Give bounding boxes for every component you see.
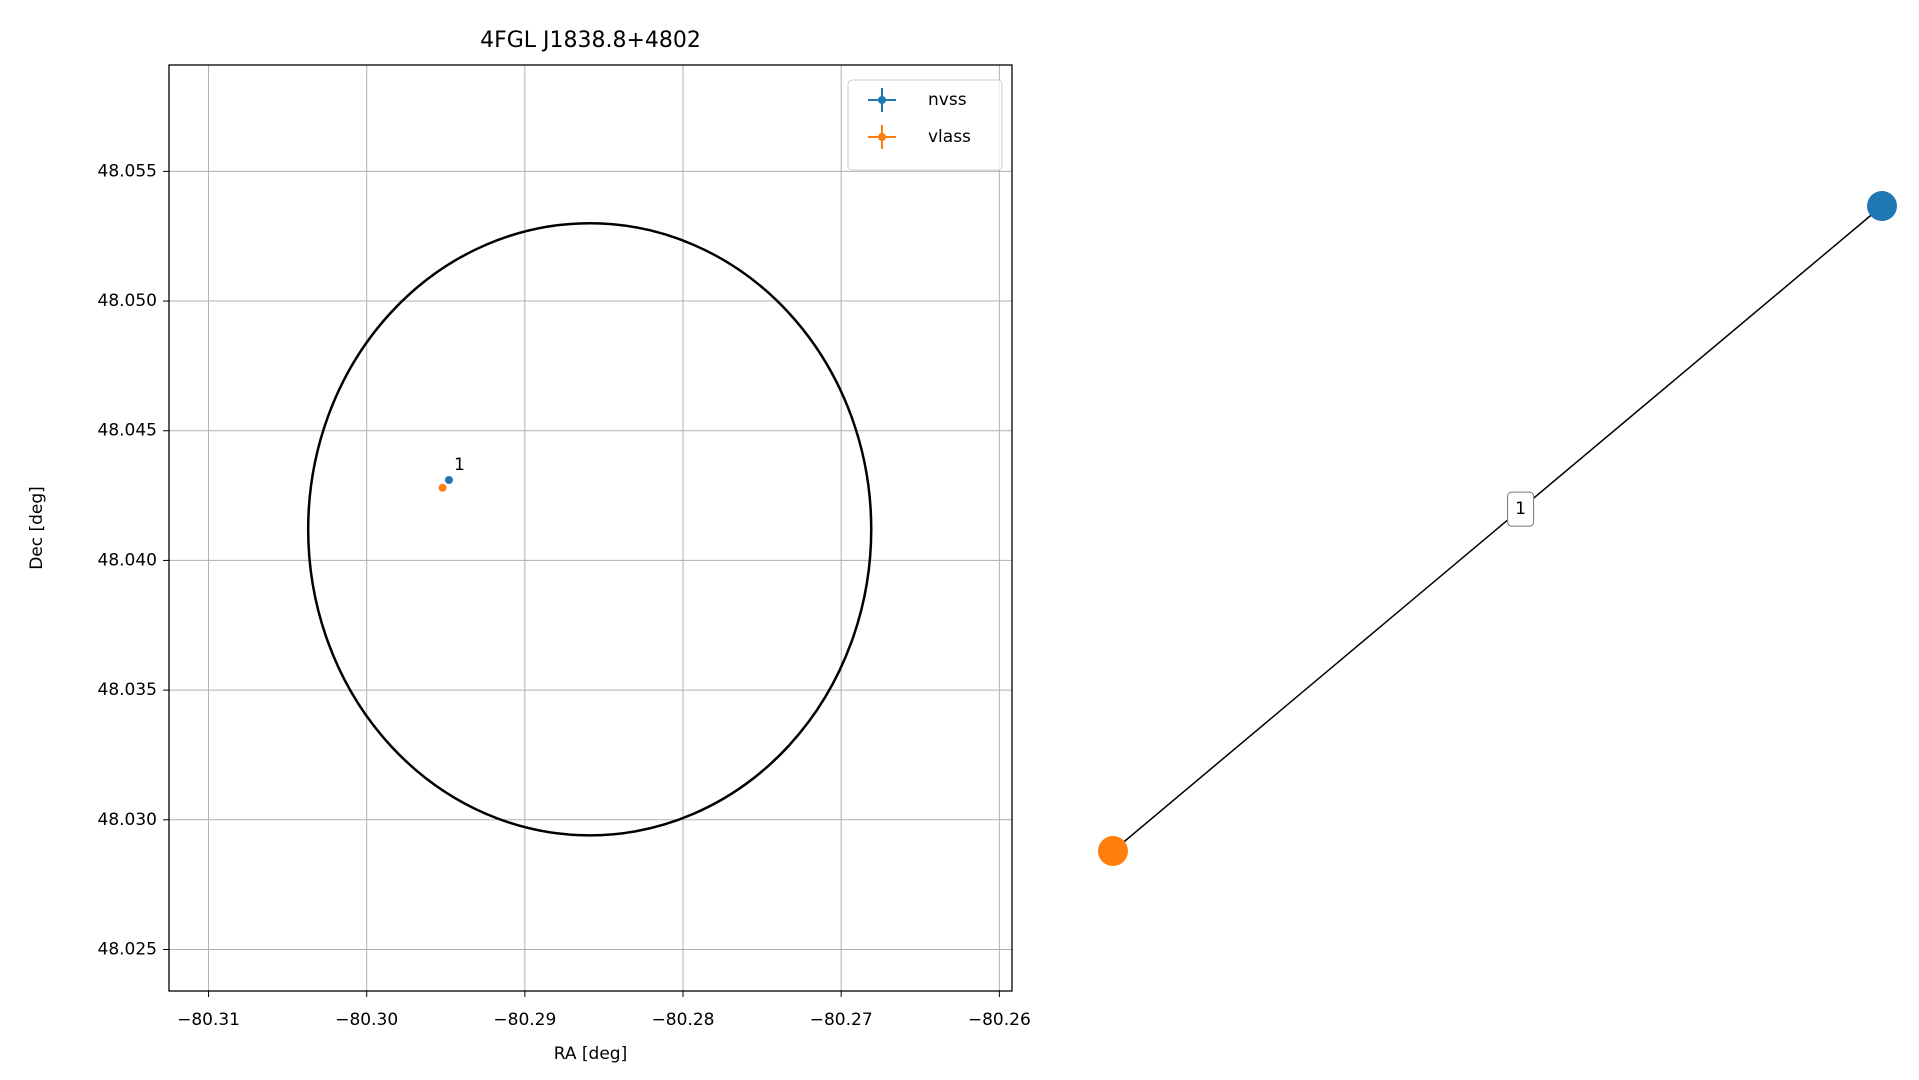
y-tick-label: 48.050	[98, 291, 157, 311]
legend-label: nvss	[928, 90, 967, 110]
x-axis-label: RA [deg]	[554, 1044, 627, 1064]
x-tick-label: −80.31	[177, 1010, 240, 1030]
y-tick-label: 48.055	[98, 161, 157, 181]
data-point	[438, 483, 447, 492]
y-tick-label: 48.030	[98, 810, 157, 830]
legend: nvss vlass	[847, 79, 1003, 171]
graph-node	[1867, 191, 1897, 221]
legend-label: vlass	[928, 127, 971, 147]
legend-marker	[878, 133, 886, 141]
chart-title: 4FGL J1838.8+4802	[480, 28, 701, 53]
graph-node	[1098, 836, 1128, 866]
y-axis-label: Dec [deg]	[27, 486, 47, 570]
y-tick-label: 48.045	[98, 421, 157, 441]
annotation: 1	[454, 455, 465, 475]
y-tick-label: 48.035	[98, 680, 157, 700]
y-tick-label: 48.040	[98, 550, 157, 570]
x-tick-label: −80.26	[968, 1010, 1031, 1030]
error-region	[306, 221, 873, 837]
plot-frame	[168, 64, 1013, 992]
data-point	[444, 476, 453, 485]
edge-label: 1	[1515, 499, 1526, 519]
graph-edge	[1112, 205, 1883, 852]
y-tick-label: 48.025	[98, 939, 157, 959]
x-tick-label: −80.29	[493, 1010, 556, 1030]
x-tick-label: −80.30	[335, 1010, 398, 1030]
legend-box	[847, 79, 1003, 171]
edge-label-box	[1507, 491, 1535, 527]
legend-marker	[878, 96, 886, 104]
x-tick-label: −80.27	[810, 1010, 873, 1030]
x-tick-label: −80.28	[652, 1010, 715, 1030]
